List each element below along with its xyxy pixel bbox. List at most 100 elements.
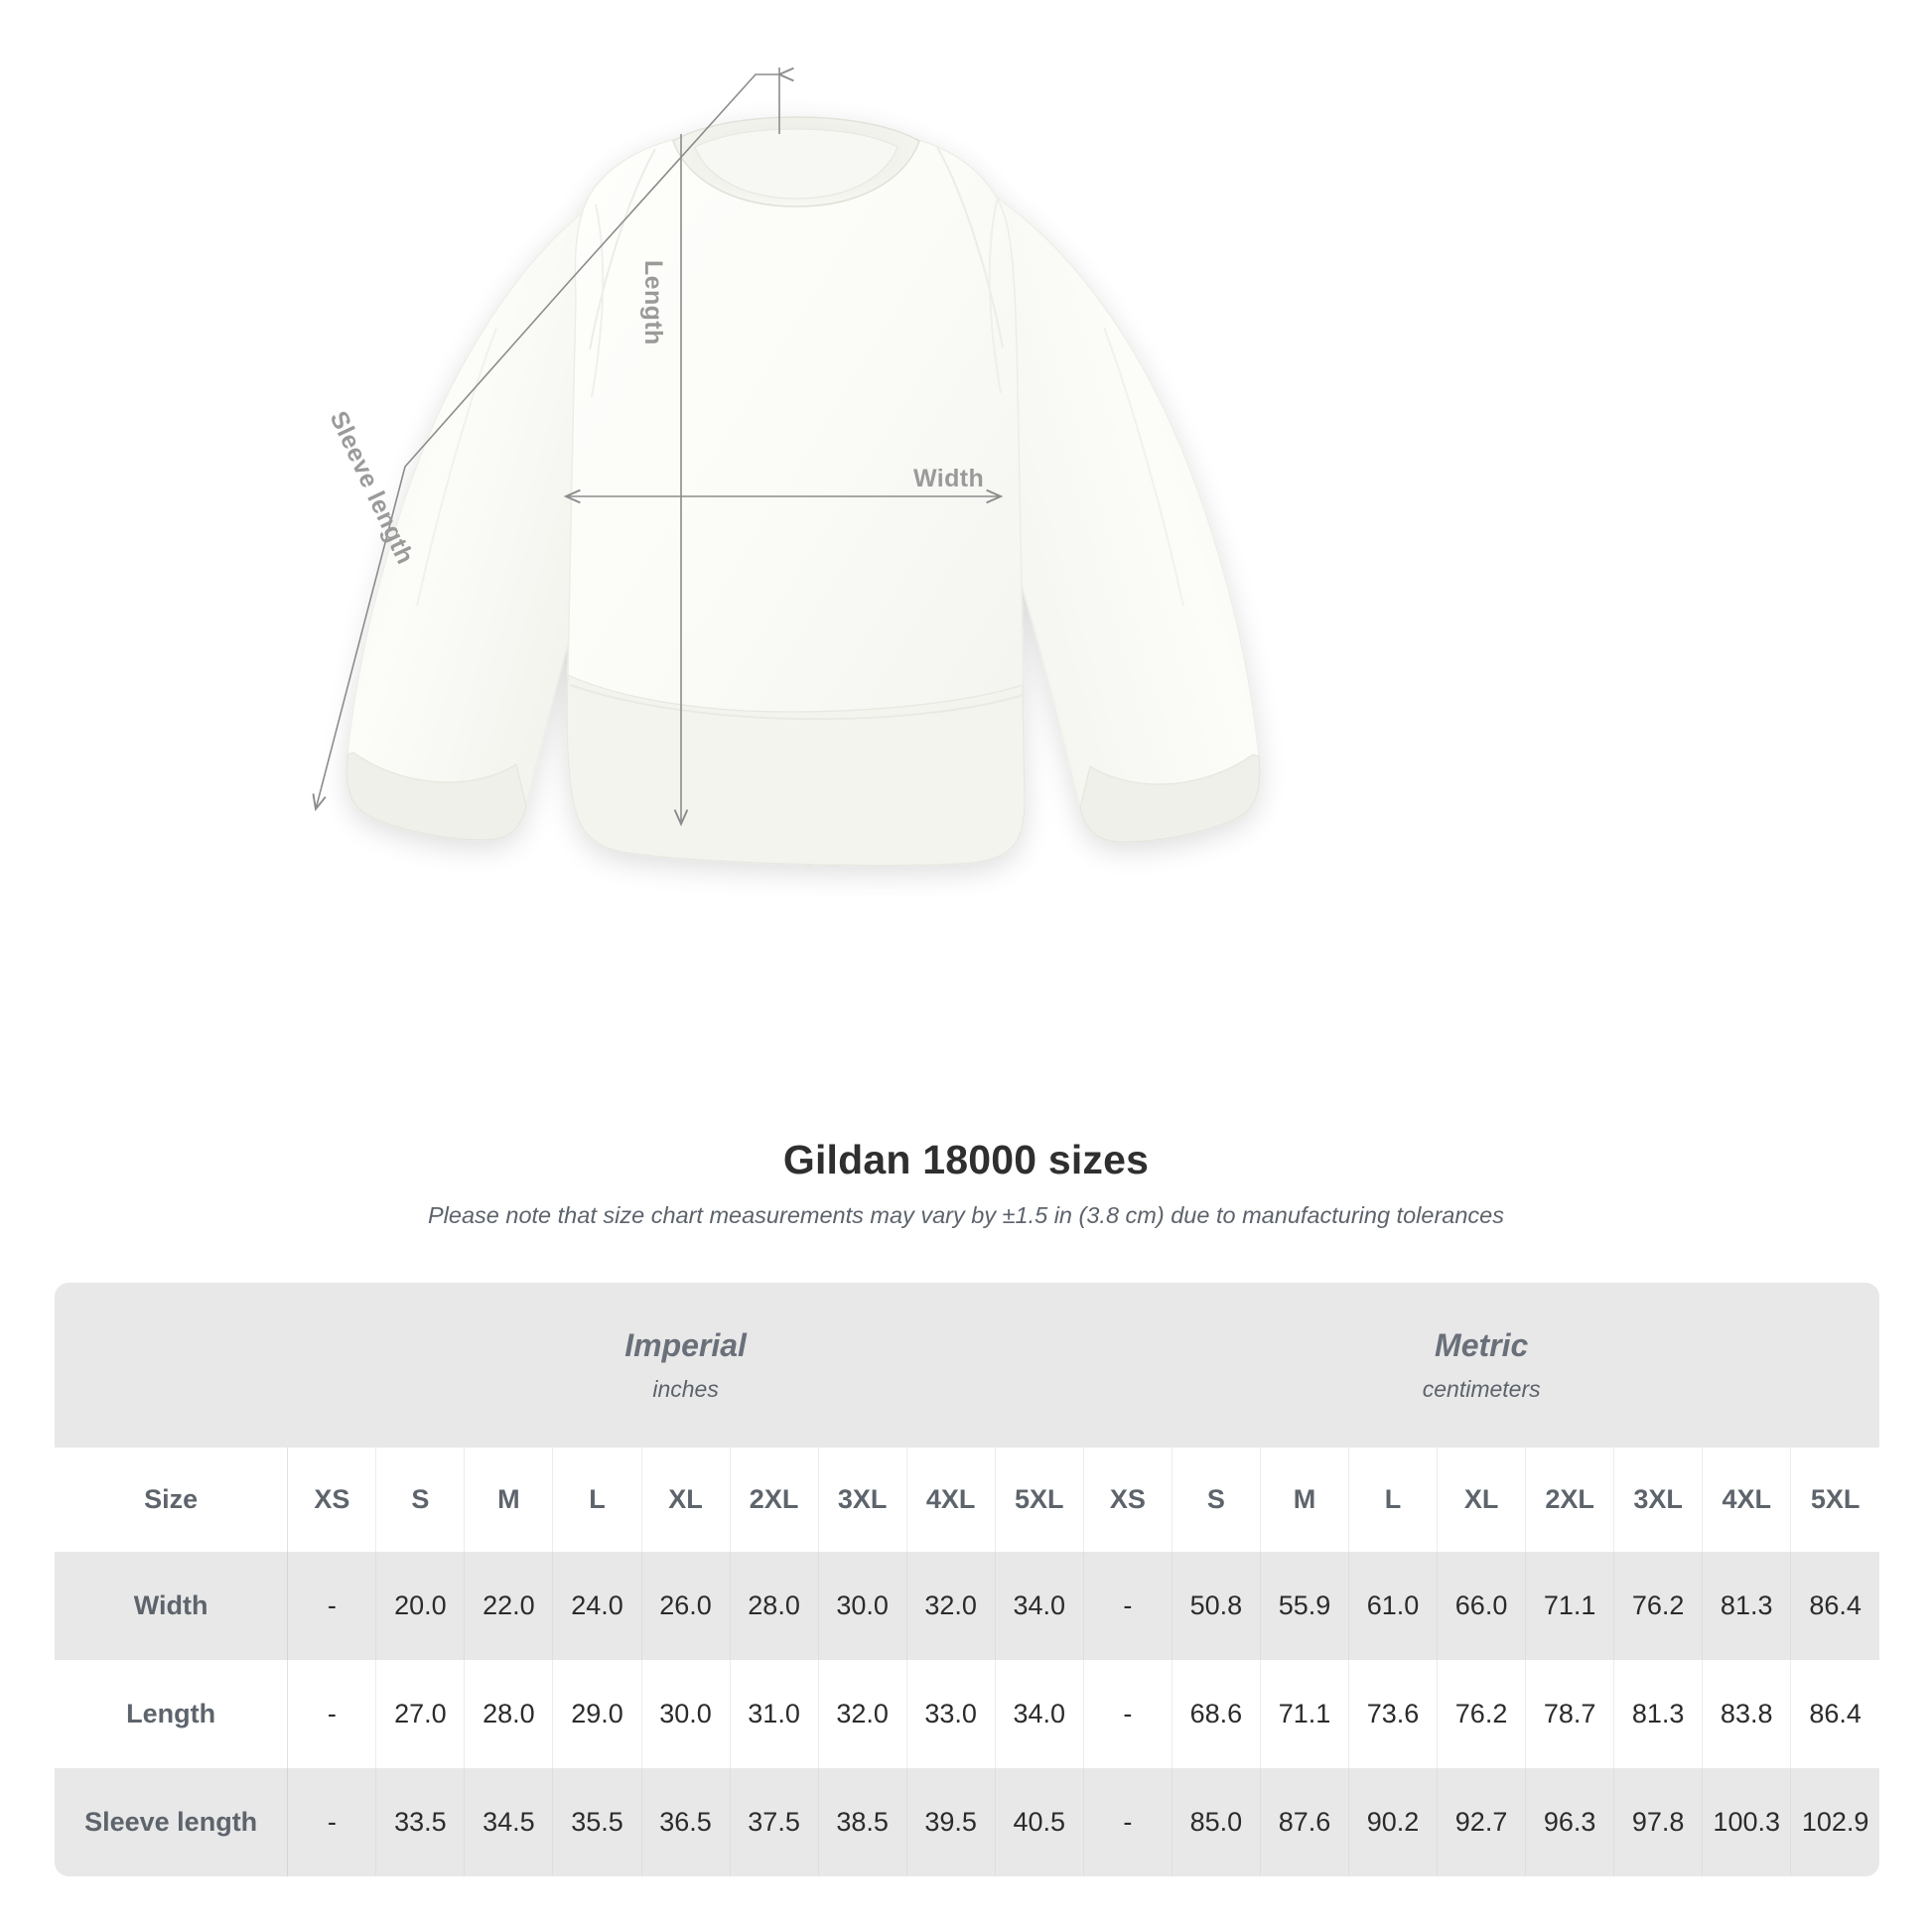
cell-length-imperial-2xl: 31.0: [730, 1660, 819, 1768]
size-header-imperial-l: L: [552, 1448, 642, 1552]
cell-width-metric-xl: 66.0: [1437, 1552, 1527, 1660]
cell-width-imperial-l: 24.0: [552, 1552, 642, 1660]
size-header-imperial-5xl: 5XL: [995, 1448, 1084, 1552]
cell-sleeve-length-imperial-5xl: 40.5: [995, 1768, 1084, 1876]
row-label-width: Width: [55, 1552, 289, 1660]
sweatshirt-graphic: [345, 116, 1261, 867]
cell-width-imperial-4xl: 32.0: [906, 1552, 996, 1660]
table-row: Width -20.0 22.0 24.0 26.0 28.0 30.0 32.0 34.0-5…: [55, 1552, 1879, 1660]
title-block: Gildan 18000 sizes Please note that size…: [0, 1137, 1932, 1229]
cell-width-imperial-xs: -: [287, 1552, 377, 1660]
cell-length-imperial-l: 29.0: [552, 1660, 642, 1768]
cell-sleeve-length-metric-3xl: 97.8: [1613, 1768, 1704, 1876]
cell-sleeve-length-imperial-l: 35.5: [552, 1768, 642, 1876]
cell-width-metric-xs: -: [1083, 1552, 1173, 1660]
size-header-imperial-4xl: 4XL: [906, 1448, 996, 1552]
cell-sleeve-length-imperial-xl: 36.5: [641, 1768, 731, 1876]
cell-width-metric-5xl: 86.4: [1790, 1552, 1879, 1660]
right-sleeve-fold: [1103, 327, 1184, 607]
cell-length-metric-2xl: 78.7: [1525, 1660, 1615, 1768]
size-header-metric-m: M: [1260, 1448, 1350, 1552]
cell-sleeve-length-metric-m: 87.6: [1260, 1768, 1350, 1876]
cell-width-metric-4xl: 81.3: [1702, 1552, 1792, 1660]
table-row: Length -27.0 28.0 29.0 30.0 31.0 32.0 33.0 34.0-…: [55, 1660, 1879, 1768]
measurement-guides: [312, 67, 1004, 827]
cell-sleeve-length-metric-2xl: 96.3: [1525, 1768, 1615, 1876]
cell-length-metric-m: 71.1: [1260, 1660, 1350, 1768]
cell-width-imperial-m: 22.0: [464, 1552, 554, 1660]
cell-sleeve-length-metric-l: 90.2: [1348, 1768, 1439, 1876]
row-label-length: Length: [55, 1660, 289, 1768]
cell-sleeve-length-imperial-3xl: 38.5: [818, 1768, 907, 1876]
width-measurement-label: Width: [913, 465, 985, 492]
unit-spacer-cell: [55, 1283, 288, 1448]
cell-length-metric-xs: -: [1083, 1660, 1173, 1768]
page-title: Gildan 18000 sizes: [782, 1137, 1150, 1182]
cell-width-metric-l: 61.0: [1348, 1552, 1439, 1660]
cell-sleeve-length-metric-xs: -: [1083, 1768, 1173, 1876]
size-header-metric-l: L: [1348, 1448, 1439, 1552]
unit-name-metric: Metric: [1435, 1327, 1529, 1364]
cell-sleeve-length-metric-5xl: 102.9: [1790, 1768, 1879, 1876]
cell-sleeve-length-imperial-m: 34.5: [464, 1768, 554, 1876]
size-header-metric-3xl: 3XL: [1613, 1448, 1704, 1552]
size-header-imperial-2xl: 2XL: [730, 1448, 819, 1552]
right-shoulder-seam: [936, 146, 1004, 348]
cell-width-imperial-5xl: 34.0: [995, 1552, 1084, 1660]
size-header-imperial-3xl: 3XL: [818, 1448, 907, 1552]
table-row: Sleeve length -33.5 34.5 35.5 36.5 37.5 38.5 39…: [55, 1768, 1879, 1876]
cell-length-metric-4xl: 83.8: [1702, 1660, 1792, 1768]
cell-width-imperial-2xl: 28.0: [730, 1552, 819, 1660]
size-header-row: Size XS S M L XL 2XL 3XL 4XL 5XL XS S M L XL 2XL 3XL 4XL…: [55, 1448, 1879, 1552]
cell-width-metric-3xl: 76.2: [1613, 1552, 1704, 1660]
size-header-imperial-xs: XS: [287, 1448, 377, 1552]
cell-sleeve-length-metric-4xl: 100.3: [1702, 1768, 1792, 1876]
cell-length-imperial-xs: -: [287, 1660, 377, 1768]
cell-width-metric-m: 55.9: [1260, 1552, 1350, 1660]
cell-width-metric-2xl: 71.1: [1525, 1552, 1615, 1660]
right-armhole-seam: [988, 200, 1002, 394]
size-header-imperial-s: S: [375, 1448, 466, 1552]
cell-length-imperial-4xl: 33.0: [906, 1660, 996, 1768]
unit-header-row: Imperial inches Metric centimeters: [55, 1283, 1879, 1448]
unit-sub-imperial: inches: [652, 1375, 719, 1402]
cell-width-imperial-xl: 26.0: [641, 1552, 731, 1660]
cell-length-imperial-s: 27.0: [375, 1660, 466, 1768]
cell-length-metric-xl: 76.2: [1437, 1660, 1527, 1768]
cell-sleeve-length-imperial-2xl: 37.5: [730, 1768, 819, 1876]
cell-length-imperial-3xl: 32.0: [818, 1660, 907, 1768]
size-table: Imperial inches Metric centimeters Size …: [55, 1283, 1879, 1876]
cell-width-metric-s: 50.8: [1172, 1552, 1261, 1660]
size-header-metric-2xl: 2XL: [1525, 1448, 1615, 1552]
garment-svg: [312, 67, 1261, 867]
cell-length-metric-s: 68.6: [1172, 1660, 1261, 1768]
cell-length-metric-l: 73.6: [1348, 1660, 1439, 1768]
cell-length-metric-3xl: 81.3: [1613, 1660, 1704, 1768]
unit-cell-imperial: Imperial inches: [287, 1283, 1084, 1448]
size-header-metric-5xl: 5XL: [1790, 1448, 1879, 1552]
size-header-label: Size: [55, 1448, 289, 1552]
size-header-metric-xs: XS: [1083, 1448, 1173, 1552]
size-header-metric-xl: XL: [1437, 1448, 1527, 1552]
cell-width-imperial-s: 20.0: [375, 1552, 466, 1660]
length-measurement-label: Length: [639, 260, 667, 345]
size-header-imperial-m: M: [464, 1448, 554, 1552]
garment-illustration: Length Width Sleeve length: [312, 67, 1261, 867]
cell-sleeve-length-metric-xl: 92.7: [1437, 1768, 1527, 1876]
unit-name-imperial: Imperial: [624, 1327, 747, 1364]
size-header-metric-s: S: [1172, 1448, 1261, 1552]
cell-length-imperial-xl: 30.0: [641, 1660, 731, 1768]
cell-sleeve-length-metric-s: 85.0: [1172, 1768, 1261, 1876]
cell-length-imperial-5xl: 34.0: [995, 1660, 1084, 1768]
cell-length-imperial-m: 28.0: [464, 1660, 554, 1768]
cell-width-imperial-3xl: 30.0: [818, 1552, 907, 1660]
row-label-sleeve-length: Sleeve length: [55, 1768, 289, 1876]
tolerance-note: Please note that size chart measurements…: [428, 1202, 1504, 1228]
sleeve-length-line: [312, 67, 794, 812]
size-header-metric-4xl: 4XL: [1702, 1448, 1792, 1552]
cell-sleeve-length-imperial-s: 33.5: [375, 1768, 466, 1876]
cell-sleeve-length-imperial-xs: -: [287, 1768, 377, 1876]
cell-sleeve-length-imperial-4xl: 39.5: [906, 1768, 996, 1876]
unit-sub-metric: centimeters: [1422, 1375, 1541, 1402]
